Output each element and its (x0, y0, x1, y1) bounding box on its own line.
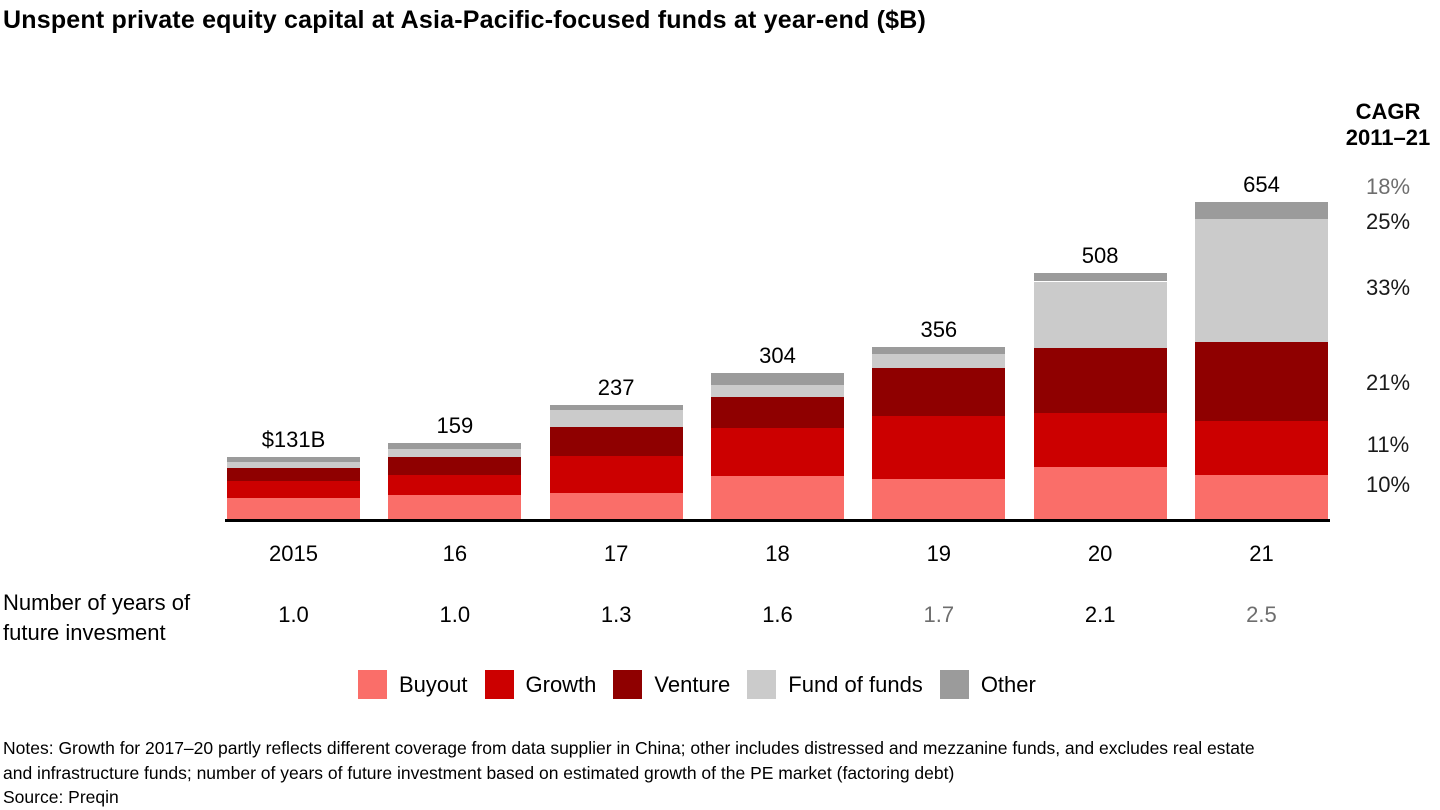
future-investment-value: 1.6 (762, 602, 793, 627)
legend-swatch-icon (613, 670, 643, 699)
source-line: Source: Preqin (3, 787, 119, 807)
bar-segment-buyout (388, 494, 522, 521)
bar-segment-other (872, 347, 1006, 354)
future-investment-row-label-line2: future invesment (3, 620, 166, 645)
cagr-value-other: 25% (1365, 209, 1411, 234)
bar-segment-venture (549, 427, 683, 456)
cagr-column-header: CAGR 2011–21 (1336, 99, 1440, 151)
legend-item-other: Other (939, 670, 1036, 699)
legend-label: Growth (525, 671, 597, 697)
year-label: 21 (1249, 541, 1274, 566)
bar-segment-growth (388, 474, 522, 495)
legend-label: Other (980, 671, 1036, 697)
year-label: 19 (926, 541, 952, 566)
legend-swatch-icon (484, 670, 514, 699)
bar-total-label: $131B (261, 427, 326, 453)
bar-segment-fund-of-funds (227, 462, 360, 468)
bar-segment-growth (710, 427, 844, 476)
bar-segment-buyout (872, 478, 1006, 521)
bar-segment-buyout (1033, 467, 1167, 521)
bar-segment-other (549, 405, 683, 411)
bar-segment-venture (1033, 348, 1167, 414)
future-investment-row-label-line1: Number of years of (3, 590, 191, 615)
bar-segment-growth (1033, 413, 1167, 468)
bar-total-label: 654 (1243, 172, 1280, 197)
bar-segment-growth (1194, 421, 1328, 476)
year-label: 16 (442, 541, 468, 566)
future-investment-value: 1.7 (923, 602, 955, 627)
footnotes: Notes: Growth for 2017–20 partly reflect… (3, 736, 1440, 810)
bar-segment-buyout (549, 492, 683, 521)
chart-title: Unspent private equity capital at Asia-P… (3, 6, 927, 34)
bar-segment-buyout (1194, 475, 1328, 521)
future-investment-value: 1.0 (278, 602, 309, 627)
bar-segment-other (388, 443, 522, 449)
legend-swatch-icon (358, 670, 387, 699)
legend-swatch-icon (747, 670, 777, 699)
bar-total-label: 237 (597, 375, 635, 401)
legend-item-buyout: Buyout (358, 670, 468, 699)
year-label: 2015 (269, 541, 318, 566)
bar-total-label: 304 (759, 342, 796, 368)
bar-segment-buyout (227, 498, 360, 521)
legend-item-fund-of-funds: Fund of funds (747, 670, 923, 699)
year-label: 20 (1087, 541, 1113, 566)
legend: Buyout Growth Venture Fund of funds Other (358, 670, 1053, 699)
bar-segment-venture (1194, 341, 1328, 421)
bar-segment-fund-of-funds (1033, 281, 1167, 349)
bar-total-label: 356 (920, 317, 958, 343)
legend-swatch-icon (939, 670, 969, 699)
legend-label: Venture (654, 671, 731, 697)
legend-label: Buyout (399, 671, 468, 697)
bar-segment-other (1194, 202, 1328, 220)
bar-segment-fund-of-funds (388, 448, 522, 457)
bar-total-label: 159 (436, 413, 474, 439)
bar-segment-other (710, 372, 844, 385)
year-label: 17 (603, 541, 629, 566)
future-investment-value: 1.3 (600, 602, 632, 627)
bar-total-label: 508 (1081, 243, 1119, 269)
x-axis-line (225, 519, 1330, 522)
future-investment-row-label: Number of years of future invesment (3, 588, 190, 648)
legend-item-growth: Growth (484, 670, 597, 699)
bar-segment-venture (388, 456, 522, 475)
bar-segment-growth (549, 455, 683, 493)
cagr-header-line2: 2011–21 (1345, 125, 1431, 150)
cagr-value-buyout: 10% (1365, 472, 1411, 497)
future-investment-value: 2.5 (1246, 602, 1277, 627)
cagr-value-total: 18% (1365, 174, 1411, 199)
bar-segment-venture (710, 397, 844, 428)
notes-line-1: Notes: Growth for 2017–20 partly reflect… (3, 738, 1255, 758)
bar-segment-fund-of-funds (710, 384, 844, 398)
notes-line-2: and infrastructure funds; number of year… (3, 762, 955, 783)
legend-label: Fund of funds (788, 671, 923, 697)
future-investment-value: 2.1 (1084, 602, 1116, 627)
bar-segment-fund-of-funds (872, 353, 1006, 368)
legend-item-venture: Venture (613, 670, 730, 699)
cagr-value-venture: 21% (1365, 370, 1411, 395)
bar-segment-buyout (710, 475, 844, 521)
cagr-value-growth: 11% (1366, 432, 1410, 457)
bar-segment-other (227, 457, 360, 463)
bar-segment-venture (872, 367, 1006, 416)
bar-segment-venture (227, 467, 360, 481)
bar-segment-other (1033, 273, 1167, 282)
bar-segment-fund-of-funds (1194, 219, 1328, 342)
bar-segment-fund-of-funds (549, 410, 683, 428)
cagr-value-fund-of-funds: 33% (1365, 275, 1411, 300)
year-label: 18 (765, 541, 790, 566)
bar-segment-growth (872, 415, 1006, 479)
bar-segment-growth (227, 480, 360, 499)
future-investment-value: 1.0 (439, 602, 471, 627)
cagr-header-line1: CAGR (1355, 99, 1421, 124)
